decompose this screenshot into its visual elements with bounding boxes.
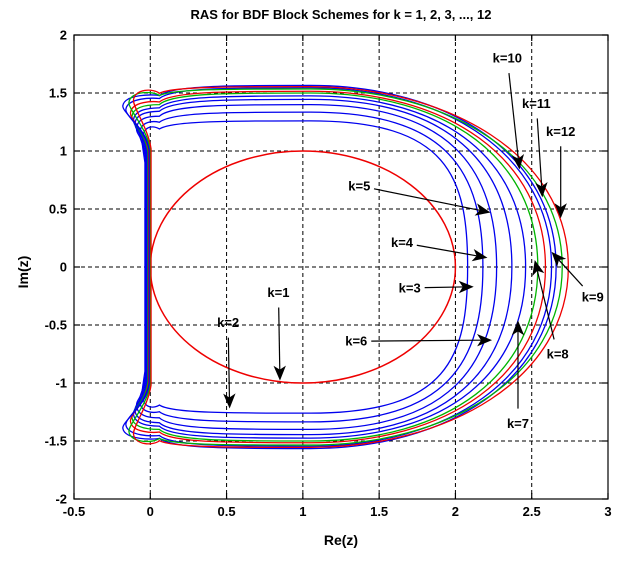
y-tick-label-2: -1 <box>55 376 67 391</box>
annotation-arrowhead-k=3 <box>458 280 474 294</box>
annotation-arrow-k=9 <box>558 259 584 287</box>
y-tick-label-0: -2 <box>55 492 67 507</box>
annotation-arrowhead-k=8 <box>532 260 545 277</box>
annotation-arrowhead-k=2 <box>223 393 236 409</box>
y-tick-label-6: 1 <box>60 144 67 159</box>
y-tick-label-5: 0.5 <box>49 202 67 217</box>
annotation-arrowhead-k=9 <box>551 251 567 268</box>
x-tick-label-7: 3 <box>604 504 611 519</box>
annotation-label-k=5: k=5 <box>348 178 370 193</box>
annotation-arrowhead-k=5 <box>474 203 491 216</box>
curve-k-4 <box>135 103 498 431</box>
y-tick-label-8: 2 <box>60 28 67 43</box>
y-tick-label-7: 1.5 <box>49 86 67 101</box>
annotation-label-k=4: k=4 <box>391 235 414 250</box>
annotation-arrowhead-k=1 <box>273 365 286 381</box>
x-tick-label-0: -0.5 <box>63 504 85 519</box>
annotation-arrow-k=8 <box>536 270 555 340</box>
annotation-arrow-k=10 <box>508 73 519 159</box>
x-tick-label-5: 2 <box>452 504 459 519</box>
annotation-arrowhead-k=6 <box>476 334 493 347</box>
annotation-arrowhead-k=4 <box>471 249 488 262</box>
x-tick-label-4: 1.5 <box>370 504 388 519</box>
annotation-arrowhead-k=12 <box>554 203 567 219</box>
annotation-label-k=6: k=6 <box>345 334 367 349</box>
annotation-arrow-k=5 <box>373 188 480 211</box>
y-tick-label-3: -0.5 <box>45 318 67 333</box>
chart-title: RAS for BDF Block Schemes for k = 1, 2, … <box>190 7 492 22</box>
x-tick-label-1: 0 <box>147 504 154 519</box>
annotation-arrowhead-k=10 <box>511 153 525 170</box>
y-tick-label-1: -1.5 <box>45 434 67 449</box>
x-tick-label-2: 0.5 <box>218 504 236 519</box>
annotation-arrow-k=1 <box>278 307 281 370</box>
annotation-label-k=1: k=1 <box>267 285 289 300</box>
annotation-label-k=10: k=10 <box>493 51 522 66</box>
x-axis-label: Re(z) <box>323 532 359 548</box>
annotation-arrow-k=6 <box>371 339 482 342</box>
annotation-arrow-k=2 <box>227 337 231 398</box>
x-tick-label-3: 1 <box>299 504 306 519</box>
curve-k-12 <box>132 85 569 449</box>
y-tick-label-4: 0 <box>60 260 67 275</box>
x-tick-label-6: 2.5 <box>523 504 541 519</box>
annotation-label-k=11: k=11 <box>522 96 551 111</box>
annotation-arrowhead-k=11 <box>535 182 548 198</box>
annotation-arrow-k=4 <box>416 244 477 257</box>
annotation-label-k=8: k=8 <box>547 347 569 362</box>
annotation-arrowhead-k=7 <box>511 320 525 336</box>
annotation-arrow-k=11 <box>536 118 543 187</box>
annotation-label-k=9: k=9 <box>582 290 604 305</box>
annotation-arrow-k=3 <box>424 286 463 289</box>
annotation-label-k=7: k=7 <box>507 416 529 431</box>
annotation-label-k=2: k=2 <box>217 315 239 330</box>
annotation-label-k=3: k=3 <box>399 280 421 295</box>
annotation-label-k=12: k=12 <box>546 124 575 139</box>
